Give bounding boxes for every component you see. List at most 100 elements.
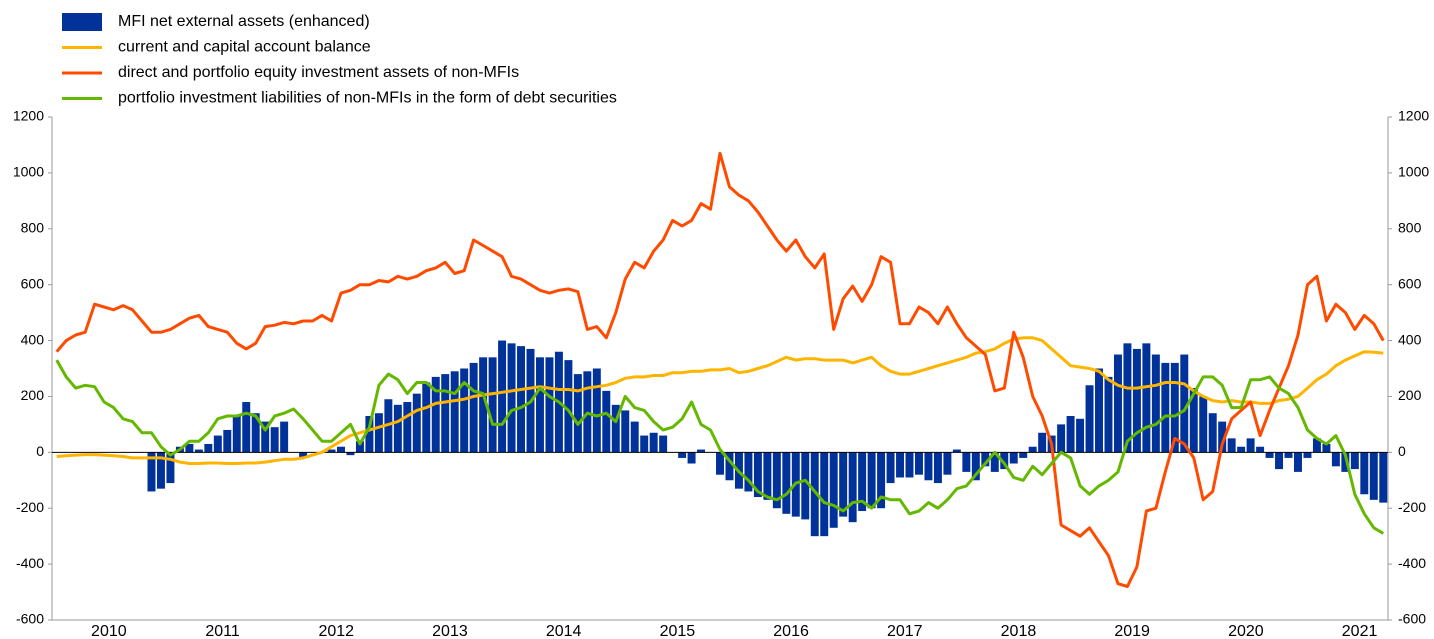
bar xyxy=(337,446,345,453)
bar xyxy=(346,452,355,456)
bar xyxy=(877,452,886,509)
bar xyxy=(517,346,526,453)
bar xyxy=(232,416,241,453)
bar xyxy=(1132,348,1141,453)
bar xyxy=(924,452,933,481)
bar xyxy=(943,452,952,475)
bar xyxy=(1322,443,1331,453)
y-tick-label: 400 xyxy=(21,331,45,347)
bar xyxy=(1009,452,1018,464)
bar xyxy=(725,452,734,481)
bar xyxy=(905,452,914,478)
bar xyxy=(697,449,706,453)
y2-tick-label: -200 xyxy=(1398,499,1426,515)
bar xyxy=(753,452,762,498)
bar xyxy=(1369,452,1378,500)
bar xyxy=(716,452,724,475)
bar xyxy=(867,452,876,509)
bar xyxy=(914,452,923,475)
bar xyxy=(782,452,791,514)
bar xyxy=(213,435,222,453)
bar xyxy=(810,452,819,537)
bar xyxy=(1113,354,1122,453)
y-tick-label: -400 xyxy=(16,555,44,571)
bar xyxy=(687,452,696,464)
bar xyxy=(573,374,582,453)
x-tick-label: 2016 xyxy=(773,623,809,639)
bar xyxy=(1180,354,1189,453)
bar xyxy=(1104,376,1113,453)
legend-label: current and capital account balance xyxy=(118,39,371,56)
bar xyxy=(630,421,639,453)
y2-tick-label: -600 xyxy=(1398,611,1426,627)
x-tick-label: 2020 xyxy=(1228,623,1264,639)
y2-tick-label: 400 xyxy=(1398,331,1422,347)
x-tick-label: 2015 xyxy=(660,623,696,639)
y-tick-label: -200 xyxy=(16,499,44,515)
bar xyxy=(156,452,165,489)
legend-label: portfolio investment liabilities of non-… xyxy=(118,90,617,107)
x-tick-label: 2010 xyxy=(91,623,127,639)
bar xyxy=(772,452,781,509)
y2-tick-label: 0 xyxy=(1398,443,1406,459)
bar xyxy=(820,452,829,537)
y-tick-label: 0 xyxy=(36,443,44,459)
bar xyxy=(839,452,848,517)
bar xyxy=(1265,452,1274,458)
bar xyxy=(441,374,450,453)
bar xyxy=(403,402,412,453)
y-tick-label: -600 xyxy=(16,611,44,627)
bar xyxy=(1227,438,1236,453)
bar xyxy=(611,404,620,453)
bar xyxy=(1208,413,1217,453)
bar xyxy=(488,357,497,453)
bar xyxy=(1237,446,1246,453)
bar xyxy=(649,432,658,453)
bar xyxy=(1294,452,1302,472)
bar xyxy=(147,452,156,492)
bar xyxy=(1246,438,1255,453)
bar xyxy=(242,402,251,453)
y2-tick-label: -400 xyxy=(1398,555,1426,571)
line xyxy=(55,359,1385,535)
bar xyxy=(1379,452,1388,503)
bar xyxy=(460,368,469,453)
bar xyxy=(933,452,942,484)
x-tick-label: 2021 xyxy=(1342,623,1378,639)
x-tick-label: 2011 xyxy=(205,623,240,639)
line xyxy=(56,336,1384,465)
bar xyxy=(1161,362,1170,453)
bar xyxy=(1303,452,1312,458)
bar xyxy=(1312,438,1321,453)
bar xyxy=(469,362,478,453)
bar xyxy=(564,360,573,453)
bar xyxy=(744,452,753,492)
bar xyxy=(422,382,431,453)
bar xyxy=(1170,362,1179,453)
bar xyxy=(223,429,232,453)
bar xyxy=(763,452,772,500)
bar xyxy=(327,449,336,453)
bar xyxy=(990,452,999,472)
bar xyxy=(450,371,459,453)
bar xyxy=(261,421,270,453)
x-tick-label: 2014 xyxy=(546,623,582,639)
bar xyxy=(678,452,687,458)
bar xyxy=(640,435,649,453)
bar xyxy=(1199,396,1208,453)
bar xyxy=(1341,452,1350,472)
bar xyxy=(896,452,905,478)
y-tick-label: 200 xyxy=(21,387,45,403)
bar xyxy=(1256,446,1265,453)
bar xyxy=(251,413,260,453)
bar xyxy=(829,452,838,528)
x-tick-label: 2019 xyxy=(1114,623,1150,639)
bar xyxy=(355,441,364,453)
y-tick-label: 600 xyxy=(21,275,45,291)
bar xyxy=(1085,385,1094,453)
bar xyxy=(507,343,516,453)
bar xyxy=(166,452,175,484)
bar xyxy=(185,443,194,453)
bar xyxy=(952,449,961,453)
